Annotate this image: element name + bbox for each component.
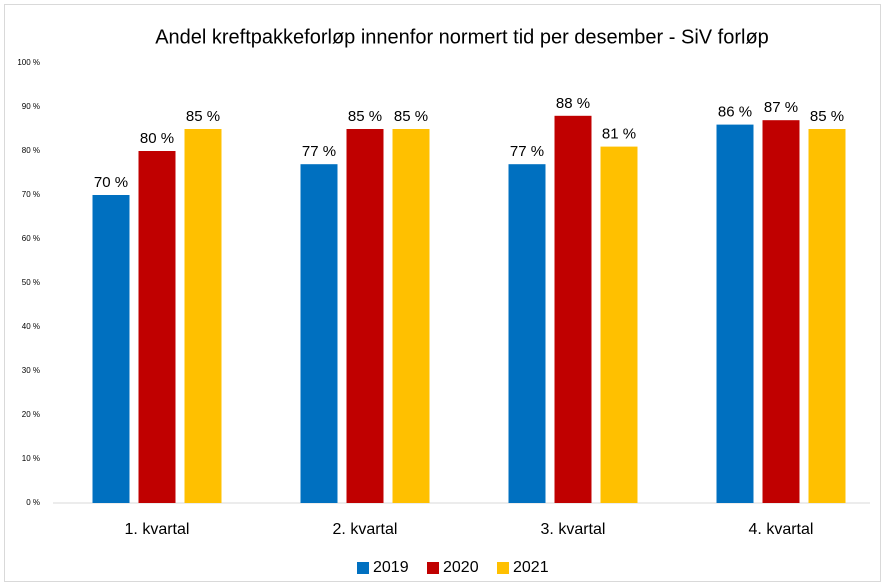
value-label: 85 % bbox=[186, 108, 220, 125]
legend-label: 2020 bbox=[443, 559, 479, 576]
legend-swatch bbox=[357, 562, 369, 574]
y-tick-label: 10 % bbox=[22, 454, 40, 463]
value-label: 85 % bbox=[810, 108, 844, 125]
bar bbox=[92, 195, 130, 503]
value-label: 87 % bbox=[764, 99, 798, 116]
value-label: 85 % bbox=[348, 108, 382, 125]
bar bbox=[300, 164, 338, 503]
bar bbox=[554, 115, 592, 504]
y-tick-label: 40 % bbox=[22, 322, 40, 331]
bar bbox=[600, 146, 638, 503]
legend-swatch bbox=[427, 562, 439, 574]
legend-label: 2019 bbox=[373, 559, 409, 576]
x-tick-label: 3. kvartal bbox=[541, 521, 606, 538]
legend-swatch bbox=[497, 562, 509, 574]
bar bbox=[184, 129, 222, 503]
bar bbox=[392, 129, 430, 503]
y-tick-label: 20 % bbox=[22, 410, 40, 419]
y-tick-label: 0 % bbox=[26, 498, 40, 507]
bar bbox=[808, 129, 846, 503]
y-tick-label: 50 % bbox=[22, 278, 40, 287]
y-tick-label: 90 % bbox=[22, 102, 40, 111]
y-tick-label: 30 % bbox=[22, 366, 40, 375]
y-tick-label: 80 % bbox=[22, 146, 40, 155]
x-tick-label: 4. kvartal bbox=[749, 521, 814, 538]
chart-title: Andel kreftpakkeforløp innenfor normert … bbox=[155, 26, 769, 48]
value-label: 80 % bbox=[140, 130, 174, 147]
bar bbox=[346, 129, 384, 503]
y-tick-label: 70 % bbox=[22, 190, 40, 199]
bar bbox=[508, 164, 546, 503]
value-label: 81 % bbox=[602, 126, 636, 143]
bar bbox=[716, 124, 754, 503]
x-tick-label: 2. kvartal bbox=[333, 521, 398, 538]
y-tick-label: 60 % bbox=[22, 234, 40, 243]
legend-label: 2021 bbox=[513, 559, 549, 576]
value-label: 77 % bbox=[510, 143, 544, 160]
x-tick-label: 1. kvartal bbox=[125, 521, 190, 538]
bar bbox=[138, 151, 176, 503]
y-tick-label: 100 % bbox=[17, 58, 40, 67]
value-label: 88 % bbox=[556, 95, 590, 112]
value-label: 77 % bbox=[302, 143, 336, 160]
bar bbox=[762, 120, 800, 503]
value-label: 86 % bbox=[718, 104, 752, 121]
value-label: 85 % bbox=[394, 108, 428, 125]
value-label: 70 % bbox=[94, 174, 128, 191]
